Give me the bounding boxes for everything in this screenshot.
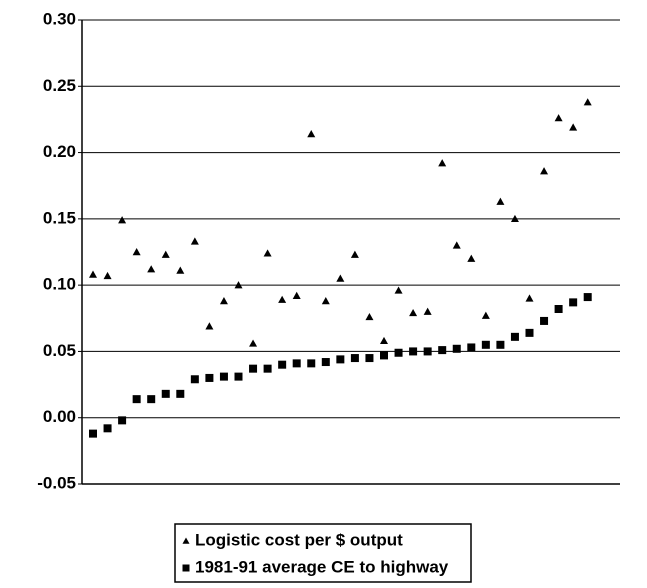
y-tick-label: -0.05 (37, 473, 76, 492)
triangle-marker (423, 307, 432, 315)
y-tick-label: 0.00 (43, 407, 76, 426)
square-marker (321, 358, 330, 367)
triangle-marker (510, 214, 519, 223)
triangle-marker (481, 311, 490, 319)
square-marker (525, 328, 534, 337)
legend-marker (182, 564, 190, 572)
square-marker (219, 372, 228, 381)
triangle-marker (292, 291, 301, 299)
square-marker (540, 316, 549, 325)
triangle-marker (365, 312, 374, 321)
triangle-marker (569, 123, 578, 131)
square-marker (510, 332, 519, 341)
y-tick-label: 0.25 (43, 76, 76, 95)
triangle-marker (467, 254, 476, 262)
y-tick-label: 0.05 (43, 341, 76, 360)
triangle-marker (205, 322, 214, 330)
square-marker (292, 359, 301, 368)
triangle-marker (278, 295, 287, 303)
triangle-marker (103, 271, 112, 280)
square-marker (409, 347, 418, 356)
triangle-marker (190, 237, 199, 245)
triangle-marker (540, 167, 549, 175)
square-marker (438, 346, 447, 355)
square-marker (481, 340, 490, 349)
square-marker (234, 372, 243, 381)
legend-marker (182, 537, 190, 544)
square-marker (249, 364, 258, 373)
triangle-marker (380, 336, 388, 345)
triangle-marker (336, 274, 345, 282)
square-marker (118, 416, 127, 425)
square-marker (423, 347, 432, 356)
legend-label: Logistic cost per $ output (195, 530, 403, 549)
legend-label: 1981-91 average CE to highway (195, 557, 449, 576)
triangle-marker (219, 297, 228, 305)
triangle-marker (307, 130, 316, 138)
triangle-marker (321, 297, 330, 305)
triangle-marker (147, 265, 156, 273)
y-tick-label: 0.10 (43, 275, 76, 294)
triangle-marker (249, 339, 258, 347)
triangle-marker (89, 270, 97, 278)
square-marker (89, 429, 97, 438)
square-marker (190, 375, 199, 384)
legend-box (174, 523, 472, 583)
triangle-marker (234, 281, 243, 289)
square-marker (176, 389, 185, 398)
square-marker (554, 305, 563, 314)
square-marker (147, 395, 156, 404)
square-marker (103, 424, 112, 433)
triangle-marker (263, 249, 272, 257)
triangle-marker (176, 266, 185, 274)
square-marker (161, 389, 170, 398)
triangle-marker (554, 114, 563, 122)
triangle-marker (350, 250, 359, 258)
triangle-marker (394, 286, 403, 294)
square-marker (336, 355, 345, 364)
square-marker (350, 354, 359, 363)
square-marker (452, 344, 461, 353)
square-marker (569, 298, 578, 307)
triangle-marker (409, 308, 418, 317)
triangle-marker (161, 250, 170, 258)
triangle-marker (525, 294, 534, 302)
square-marker (278, 360, 287, 369)
square-marker (583, 293, 592, 302)
square-marker (496, 340, 505, 349)
square-marker (365, 354, 374, 363)
triangle-marker (132, 248, 141, 256)
square-marker (263, 364, 272, 373)
y-tick-label: 0.15 (43, 208, 76, 227)
square-marker (394, 348, 403, 357)
triangle-marker (438, 159, 447, 167)
square-marker (380, 351, 388, 360)
y-tick-label: 0.20 (43, 142, 76, 161)
triangle-marker (452, 241, 461, 249)
square-marker (132, 395, 141, 404)
triangle-marker (496, 197, 505, 205)
y-tick-label: 0.30 (43, 9, 76, 28)
square-marker (467, 343, 476, 352)
square-marker (205, 373, 214, 382)
triangle-marker (583, 98, 592, 106)
triangle-marker (118, 216, 127, 224)
square-marker (307, 359, 316, 368)
